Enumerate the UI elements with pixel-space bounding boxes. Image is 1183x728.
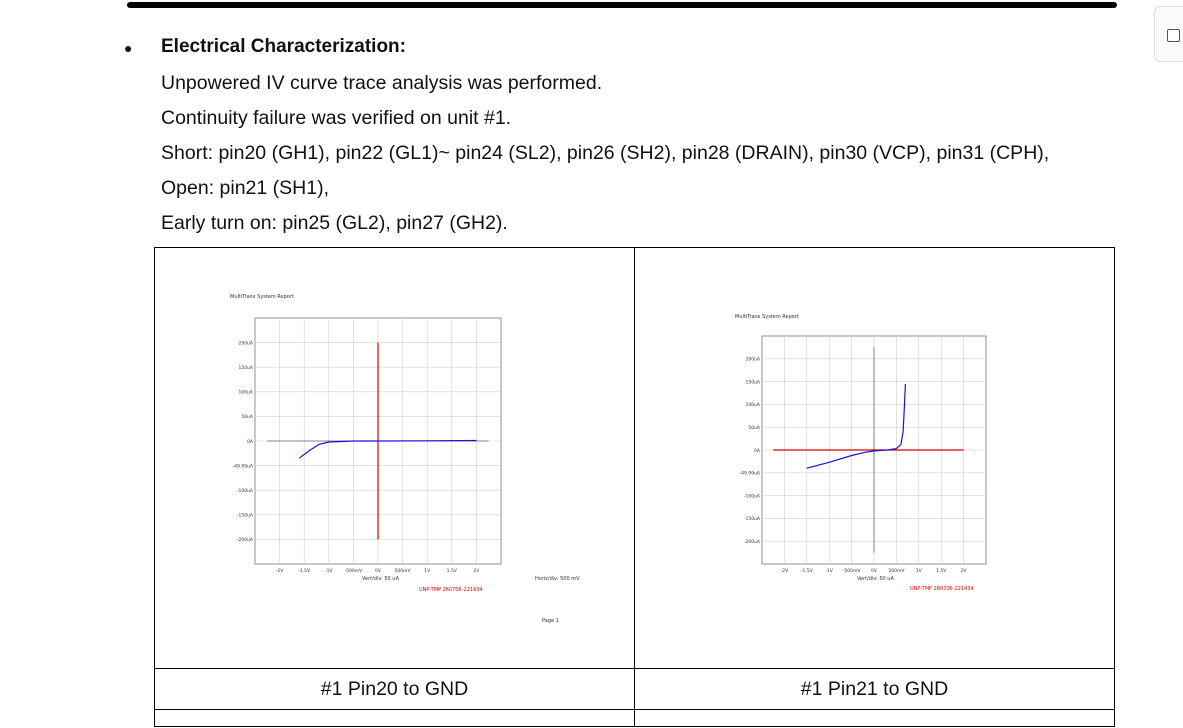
x-tick-label: -1.5V — [801, 568, 814, 574]
figure-table: MultiTrace System Report 200uA 150uA 100uA… — [154, 247, 1115, 727]
report-title: MultiTrace System Report — [735, 314, 799, 320]
y-tick-labels: 200uA 150uA 100uA 50uA 0A -49.99uA -100uA -150u… — [740, 357, 761, 545]
x-tick-label: 2V — [473, 568, 480, 574]
x-tick-label: -1V — [825, 568, 833, 574]
y-tick-label: 200uA — [238, 340, 253, 346]
empty-cell — [634, 709, 1115, 727]
x-tick-label: 500mV — [888, 568, 905, 574]
horiz-div-label: Horiz/div: 500 mV — [535, 576, 580, 582]
iv-report-pin20: MultiTrace System Report 200uA 150uA 100uA… — [230, 294, 580, 624]
y-tick-label: -100uA — [237, 488, 254, 494]
top-rule — [127, 2, 1117, 8]
y-tick-label: 50uA — [748, 425, 761, 431]
text-line-short: Short: pin20 (GH1), pin22 (GL1)~ pin24 (… — [161, 142, 1050, 164]
x-tick-label: -2V — [781, 568, 789, 574]
y-tick-label: 100uA — [745, 402, 760, 408]
y-tick-label: 0A — [247, 439, 254, 445]
caption-pin21: #1 Pin21 to GND — [634, 668, 1115, 710]
empty-cell — [154, 709, 635, 727]
x-tick-label: 1.5V — [447, 568, 458, 574]
section-heading: Electrical Characterization: — [161, 36, 406, 57]
y-tick-label: 150uA — [238, 365, 253, 371]
x-tick-label: -500mV — [345, 568, 364, 574]
x-tick-label: 2V — [961, 568, 968, 574]
y-tick-label: -100uA — [744, 493, 761, 499]
page-label: Page 1 — [542, 618, 559, 624]
x-tick-labels: -2V -1.5V -1V -500mV 0V 500mV 1V 1.5V 2V — [276, 568, 480, 574]
y-tick-label: -49.99uA — [740, 471, 761, 477]
x-tick-label: 0V — [871, 568, 878, 574]
serial-label: UNP-TMP 260706-221434 — [419, 587, 483, 593]
x-tick-labels: -2V -1.5V -1V -500mV 0V 500mV 1V 1.5V 2V — [781, 568, 968, 574]
y-tick-label: -200uA — [237, 537, 254, 543]
vert-div-label: Vert/div: 50 uA — [362, 576, 399, 582]
y-tick-label: -150uA — [744, 516, 761, 522]
bullet-icon: ● — [124, 40, 133, 56]
serial-label: UNP-TMP 260706-221434 — [910, 586, 974, 592]
x-tick-label: 0V — [375, 568, 382, 574]
x-tick-label: 1V — [916, 568, 923, 574]
y-tick-label: -200uA — [744, 539, 761, 545]
iv-curve — [806, 383, 906, 469]
y-tick-label: 100uA — [238, 390, 253, 396]
report-title: MultiTrace System Report — [230, 294, 294, 300]
text-line-continuity: Continuity failure was verified on unit … — [161, 107, 512, 129]
figure-cell-pin21: MultiTrace System Report 200uA 150uA 100uA… — [634, 247, 1115, 669]
text-line-iv-analysis: Unpowered IV curve trace analysis was pe… — [161, 72, 603, 94]
x-tick-label: -1.5V — [298, 568, 311, 574]
y-tick-label: 0A — [754, 448, 761, 454]
x-tick-label: -2V — [276, 568, 284, 574]
y-tick-label: 50uA — [241, 414, 254, 420]
x-tick-label: -500mV — [843, 568, 862, 574]
vert-div-label: Vert/div: 50 uA — [857, 576, 894, 582]
iv-report-pin21: MultiTrace System Report 200uA 150uA 100uA… — [735, 314, 987, 592]
x-tick-label: 1V — [424, 568, 431, 574]
y-tick-labels: 200uA 150uA 100uA 50uA 0A -49.99uA -100uA -150u… — [233, 340, 254, 543]
iv-curve — [298, 439, 477, 459]
y-tick-label: -49.99uA — [233, 463, 254, 469]
figure-cell-pin20: MultiTrace System Report 200uA 150uA 100uA… — [154, 247, 635, 669]
caption-pin20: #1 Pin20 to GND — [154, 668, 635, 710]
x-tick-label: -1V — [325, 568, 333, 574]
text-line-open: Open: pin21 (SH1), — [161, 177, 330, 199]
checkbox-icon[interactable] — [1167, 29, 1180, 42]
y-tick-label: 200uA — [745, 357, 760, 363]
x-tick-label: 1.5V — [936, 568, 947, 574]
text-line-early-turn-on: Early turn on: pin25 (GL2), pin27 (GH2). — [161, 212, 508, 234]
y-tick-label: 150uA — [745, 379, 760, 385]
y-tick-label: -150uA — [237, 513, 254, 519]
side-panel-toggle[interactable] — [1154, 6, 1183, 62]
x-tick-label: 500mV — [395, 568, 412, 574]
